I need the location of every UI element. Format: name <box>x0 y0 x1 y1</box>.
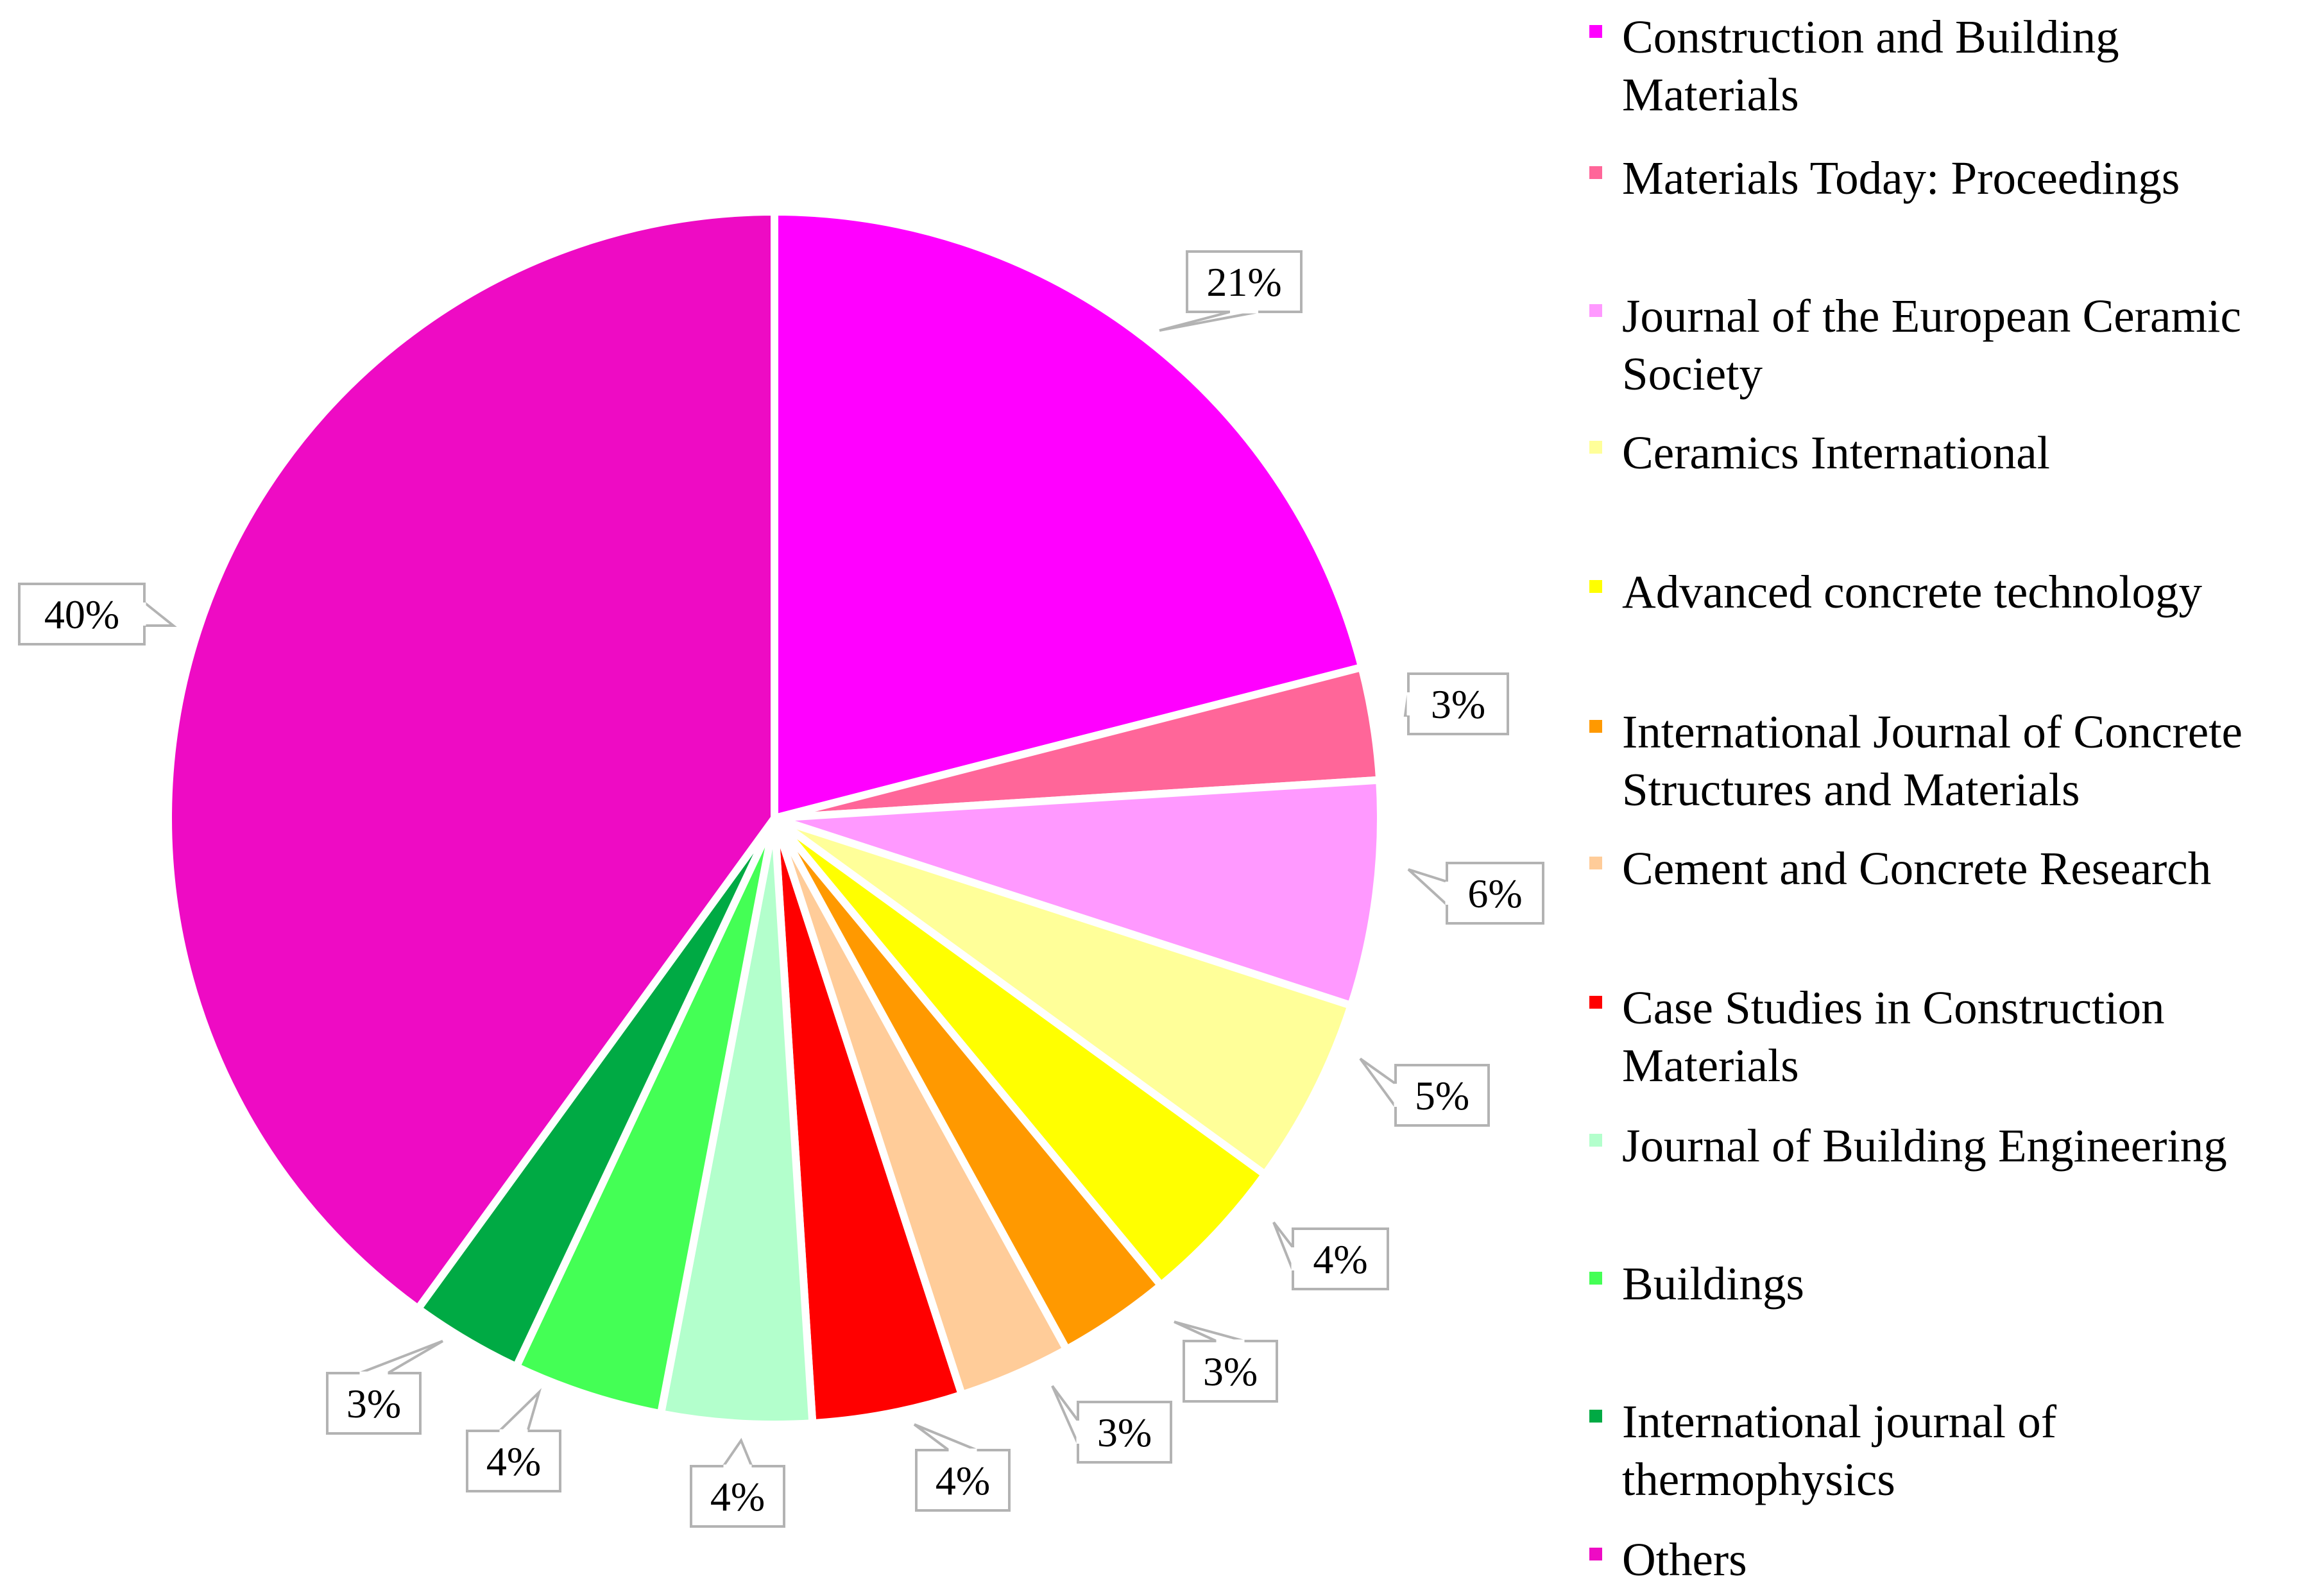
legend-swatch <box>1589 580 1602 593</box>
callout-pointer <box>496 1388 542 1432</box>
data-label-text: 4% <box>1313 1236 1367 1282</box>
legend-label: thermophysics <box>1622 1453 1895 1505</box>
pie-slice <box>771 817 967 1428</box>
legend-label: Materials <box>1622 1039 1799 1091</box>
data-label: 4% <box>690 1437 785 1528</box>
pie-slice <box>771 815 1270 1291</box>
callout-box <box>1394 1064 1490 1127</box>
data-label-text: 4% <box>710 1474 765 1519</box>
legend-label: Journal of Building Engineering <box>1622 1120 2227 1172</box>
data-label-text: 4% <box>936 1458 990 1503</box>
legend-label: Ceramics International <box>1622 427 2050 479</box>
callout-pointer <box>1272 1221 1294 1271</box>
data-label-text: 3% <box>346 1381 401 1426</box>
legend-swatch <box>1589 166 1602 179</box>
legend-swatch <box>1589 996 1602 1009</box>
legend-label: Case Studies in Construction <box>1622 982 2165 1034</box>
callout-pointer <box>1051 1385 1079 1444</box>
data-label-text: 40% <box>44 592 119 637</box>
legend-swatch <box>1589 304 1602 317</box>
legend-label: Structures and Materials <box>1622 764 2080 816</box>
legend-label: Materials Today: Proceedings <box>1622 152 2180 204</box>
legend-item: Cement and Concrete Research <box>1589 842 2211 894</box>
data-label: 4% <box>1272 1221 1389 1290</box>
data-label-text: 21% <box>1206 259 1281 305</box>
data-label: 3% <box>326 1340 444 1435</box>
callout-pointer <box>1359 1057 1397 1111</box>
data-label-text: 6% <box>1467 871 1522 916</box>
callout-box <box>326 1372 422 1435</box>
legend-swatch <box>1589 1410 1602 1423</box>
legend-label: Construction and Building <box>1622 11 2119 63</box>
data-label: 3% <box>1403 672 1509 735</box>
legend-label: Advanced concrete technology <box>1622 566 2202 618</box>
data-labels: 21% 3% 6% 5% 4% 3% 3% 4% 4% 4% 3% 40% <box>18 250 1544 1528</box>
legend-item: Materials Today: Proceedings <box>1589 152 2180 204</box>
legend-item: Advanced concrete technology <box>1589 566 2202 618</box>
legend-item: Construction and Building Materials <box>1589 11 2119 121</box>
legend-label: International journal of <box>1622 1396 2057 1448</box>
legend-item: Others <box>1589 1534 1747 1586</box>
pie-slices <box>164 207 1385 1428</box>
callout-pointer <box>1159 311 1259 332</box>
callout-box <box>1183 1340 1278 1403</box>
callout-box <box>1186 250 1303 313</box>
data-label-text: 3% <box>1431 681 1485 727</box>
pie-slice <box>164 207 778 1314</box>
callout-pointer <box>1407 868 1448 908</box>
legend-swatch <box>1589 1272 1602 1285</box>
callout-box <box>1407 672 1509 735</box>
legend-label: Society <box>1622 348 1763 400</box>
legend-swatch <box>1589 441 1602 454</box>
pie-slice <box>773 776 1385 1011</box>
pie-slice <box>771 207 1367 823</box>
legend-item: International Journal of Concrete Structu… <box>1589 706 2243 816</box>
data-label: 3% <box>1051 1385 1172 1464</box>
callout-pointer <box>359 1340 444 1374</box>
legend-swatch <box>1589 25 1602 38</box>
pie-slice <box>656 817 817 1428</box>
callout-pointer <box>913 1423 978 1451</box>
callout-box <box>690 1465 785 1528</box>
callout-box <box>466 1430 561 1492</box>
legend-label: International Journal of Concrete <box>1622 706 2243 758</box>
data-label-text: 3% <box>1203 1349 1258 1394</box>
data-label-text: 5% <box>1415 1073 1469 1118</box>
legend-item: Buildings <box>1589 1258 1804 1310</box>
data-label: 21% <box>1159 250 1303 332</box>
legend-item: Journal of the European Ceramic Society <box>1589 290 2241 400</box>
legend-swatch <box>1589 1134 1602 1147</box>
data-label: 3% <box>1174 1321 1278 1403</box>
callout-pointer <box>143 599 177 627</box>
legend-swatch <box>1589 720 1602 733</box>
data-label-text: 4% <box>486 1439 541 1484</box>
legend-swatch <box>1589 1548 1602 1560</box>
data-label: 4% <box>466 1388 561 1492</box>
legend-item: Ceramics International <box>1589 427 2050 479</box>
legend-item: Journal of Building Engineering <box>1589 1120 2227 1172</box>
data-label: 4% <box>913 1423 1011 1512</box>
data-label: 40% <box>18 583 177 645</box>
callout-pointer <box>1174 1321 1245 1342</box>
pie-slice <box>772 814 1356 1180</box>
legend-label: Journal of the European Ceramic <box>1622 290 2241 342</box>
data-label: 6% <box>1407 862 1544 925</box>
legend-swatch <box>1589 857 1602 869</box>
data-label-text: 3% <box>1097 1410 1152 1455</box>
legend: Construction and Building Materials Materi… <box>1589 11 2243 1586</box>
legend-label: Buildings <box>1622 1258 1804 1310</box>
callout-box <box>1292 1227 1389 1290</box>
legend-label: Materials <box>1622 69 1799 121</box>
pie-slice <box>511 816 778 1419</box>
legend-label: Others <box>1622 1534 1747 1586</box>
callout-pointer <box>721 1437 754 1467</box>
legend-label: Cement and Concrete Research <box>1622 842 2211 894</box>
data-label: 5% <box>1359 1057 1490 1127</box>
